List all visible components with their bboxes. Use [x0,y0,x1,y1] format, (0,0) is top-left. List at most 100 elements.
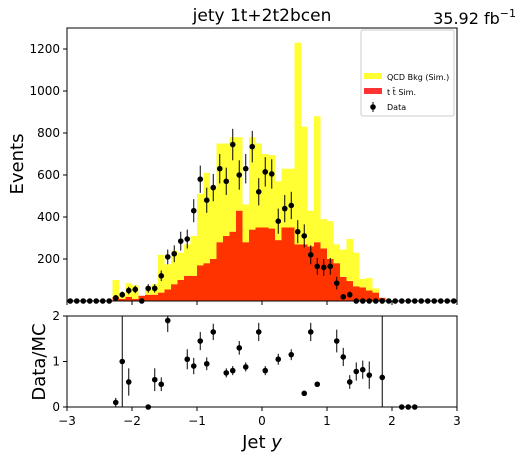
y-tick-label: 1000 [29,84,60,98]
ratio-y-axis-label: Data/MC [29,323,50,400]
luminosity-exponent: −1 [500,7,516,20]
legend-qcd-label: QCD Bkg (Sim.) [387,73,449,82]
legend: QCD Bkg (Sim.) t t̄ Sim. Data [360,29,455,117]
ratio-point [125,379,132,385]
qcd-bar [359,278,366,288]
ttbar-bar [346,281,353,301]
data-point [223,178,230,185]
y-tick-label: 400 [37,210,60,224]
ttbar-bar [145,294,152,301]
y-tick-label: 600 [37,168,60,182]
ratio-x-tick-label: 1 [323,414,331,428]
qcd-bar [177,252,184,280]
ttbar-bar [340,276,347,301]
y-tick-label: 200 [37,252,60,266]
ratio-y-tick-label: 1 [52,355,60,369]
qcd-bar [372,288,379,293]
data-point [112,295,119,301]
ratio-point [236,345,243,351]
ttbar-bar [151,294,158,301]
ratio-y-tick-label: 0 [52,400,60,414]
ratio-point [346,379,353,385]
qcd-bar [340,249,347,277]
data-point [125,287,132,294]
ratio-axes-frame [66,315,458,408]
x-axis-label-symbol: y [270,432,282,453]
data-point [158,273,165,279]
ttbar-bar [372,292,379,301]
ratio-point [314,381,321,388]
data-point [229,141,236,148]
qcd-bar [314,116,321,243]
qcd-bar [268,155,275,229]
data-point [242,165,249,172]
ttbar-bar [223,235,230,301]
ratio-point [119,358,126,365]
data-point [320,264,327,271]
ratio-point [158,381,165,388]
legend-data-label: Data [387,103,406,112]
ttbar-bar [197,265,204,301]
ttbar-bar [210,259,217,301]
ttbar-bar [262,227,269,301]
ttbar-bar [158,292,165,301]
main-x-ticks [66,301,458,305]
data-point [301,233,308,239]
ttbar-bar [275,240,282,301]
data-point [203,197,210,203]
legend-ttbar-label: t t̄ Sim. [387,87,416,97]
data-point [255,189,262,195]
ttbar-bar [164,289,171,301]
ttbar-bar [236,210,243,301]
ratio-y-tick-label: 2 [52,309,60,323]
legend-qcd-swatch [364,73,382,79]
ratio-point [307,329,314,335]
data-point [184,236,191,242]
ttbar-bar [242,242,249,301]
qcd-bar [333,244,340,264]
data-point [249,143,256,150]
data-point [216,165,223,172]
ratio-point [340,354,347,360]
y-tick-label: 800 [37,126,60,140]
ttbar-bar [366,290,373,301]
main-stack-bars [112,42,386,301]
main-y-ticks: 200 400 600 800 1000 1200 [29,42,67,266]
ttbar-bar [184,275,191,301]
ratio-point [190,363,197,369]
ratio-point [151,376,158,383]
qcd-bar [171,250,178,285]
ratio-panel: 0 1 2 −3 −2 −1 0 1 2 3 Data/MC Jet y [29,309,461,453]
ratio-x-axis-label: Jet y [241,432,282,453]
ratio-point [242,364,249,370]
qcd-bar [301,126,308,245]
data-point [346,291,353,298]
ttbar-bar [301,244,308,301]
ratio-point [112,399,119,406]
data-point [275,218,282,224]
ttbar-bar [268,228,275,301]
ttbar-bar [132,298,139,301]
qcd-bar [366,277,373,291]
chart-title: jety 1t+2t2bcen [192,6,332,26]
legend-data-marker [370,104,376,110]
qcd-bar [346,239,353,282]
data-point [268,171,275,177]
qcd-bar [249,137,256,230]
ttbar-bar [249,229,256,301]
ratio-point [203,360,210,367]
qcd-bar [112,280,119,297]
data-point [340,294,347,300]
data-point [236,172,243,178]
data-point [262,169,269,175]
ttbar-bar [171,284,178,301]
data-point [294,228,301,235]
qcd-bar [197,193,204,266]
ratio-point [301,390,308,397]
ratio-x-tick-label: 3 [453,414,461,428]
qcd-bar [307,210,314,247]
qcd-bar [353,252,360,287]
ratio-point [210,329,217,335]
data-point [333,280,340,286]
